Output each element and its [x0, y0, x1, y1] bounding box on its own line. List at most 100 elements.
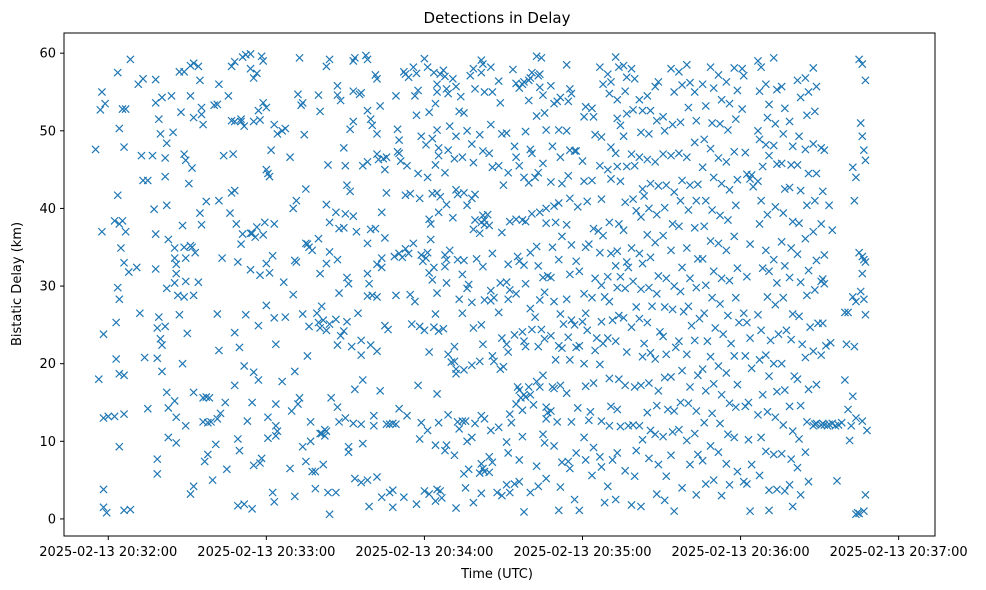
data-point-x-marker: [757, 196, 766, 205]
data-point-x-marker: [235, 343, 244, 352]
data-point-x-marker: [181, 156, 190, 165]
data-point-x-marker: [311, 484, 320, 493]
data-point-x-marker: [183, 329, 192, 338]
data-point-x-marker: [777, 159, 786, 168]
data-point-x-marker: [700, 418, 709, 427]
data-point-x-marker: [532, 462, 541, 471]
data-point-x-marker: [102, 508, 111, 517]
data-point-x-marker: [161, 172, 170, 181]
data-point-x-marker: [458, 270, 467, 279]
data-point-x-marker: [225, 209, 235, 218]
data-point-x-marker: [701, 101, 710, 110]
data-point-x-marker: [458, 309, 467, 318]
data-point-x-marker: [763, 210, 772, 219]
data-point-x-marker: [682, 243, 691, 253]
data-point-x-marker: [230, 117, 239, 126]
data-point-x-marker: [616, 272, 625, 281]
data-point-x-marker: [270, 219, 279, 228]
data-point-x-marker: [861, 490, 870, 499]
data-point-x-marker: [143, 404, 152, 413]
data-point-x-marker: [423, 63, 432, 72]
data-point-x-marker: [730, 147, 739, 156]
data-point-x-marker: [627, 64, 636, 73]
data-point-x-marker: [519, 507, 529, 516]
data-point-x-marker: [659, 150, 668, 159]
data-point-x-marker: [646, 426, 655, 435]
data-point-x-marker: [112, 318, 121, 327]
data-point-x-marker: [143, 176, 152, 185]
data-point-x-marker: [214, 80, 223, 89]
data-point-x-marker: [708, 409, 717, 418]
data-point-x-marker: [113, 68, 122, 77]
data-point-x-marker: [725, 276, 734, 285]
data-point-x-marker: [434, 143, 443, 152]
data-point-x-marker: [739, 477, 748, 486]
data-point-x-marker: [796, 401, 805, 410]
data-point-x-marker: [414, 169, 423, 178]
data-point-x-marker: [546, 178, 555, 187]
data-point-x-marker: [425, 215, 434, 224]
data-point-x-marker: [99, 485, 108, 494]
data-point-x-marker: [237, 117, 246, 126]
data-point-x-marker: [550, 297, 559, 306]
data-point-x-marker: [548, 142, 557, 151]
data-point-x-marker: [186, 91, 195, 100]
data-point-x-marker: [717, 390, 726, 399]
data-point-x-marker: [676, 398, 685, 407]
data-point-x-marker: [404, 249, 413, 258]
data-point-x-marker: [708, 119, 717, 128]
data-point-x-marker: [733, 380, 742, 389]
data-point-x-marker: [164, 433, 173, 442]
data-point-x-marker: [463, 437, 472, 446]
data-point-x-marker: [717, 179, 726, 188]
data-point-x-marker: [587, 176, 596, 185]
data-point-x-marker: [654, 386, 663, 395]
data-point-x-marker: [246, 265, 255, 274]
data-point-x-marker: [575, 341, 584, 350]
data-point-x-marker: [723, 311, 732, 320]
data-point-x-marker: [180, 243, 189, 252]
data-point-x-marker: [477, 68, 486, 77]
data-point-x-marker: [613, 448, 622, 457]
data-point-x-marker: [469, 498, 478, 507]
data-point-x-marker: [237, 115, 246, 124]
data-point-x-marker: [339, 223, 348, 232]
data-point-x-marker: [477, 320, 486, 329]
data-point-x-marker: [787, 335, 796, 344]
data-point-x-marker: [793, 250, 802, 259]
data-point-x-marker: [365, 502, 374, 511]
data-point-x-marker: [425, 490, 434, 499]
data-point-x-marker: [580, 289, 589, 298]
data-point-x-marker: [458, 417, 467, 426]
data-point-x-marker: [572, 448, 581, 457]
data-point-x-marker: [654, 271, 663, 280]
data-point-x-marker: [518, 327, 527, 336]
data-point-x-marker: [292, 196, 301, 205]
data-point-x-marker: [630, 472, 639, 481]
data-point-x-marker: [110, 216, 119, 225]
data-point-x-marker: [589, 112, 598, 121]
data-point-x-marker: [621, 198, 630, 207]
data-point-x-marker: [682, 153, 691, 162]
data-point-x-marker: [570, 146, 579, 156]
data-point-x-marker: [357, 88, 366, 97]
data-point-x-marker: [725, 185, 734, 194]
data-point-x-marker: [551, 218, 560, 227]
data-point-x-marker: [856, 287, 865, 296]
data-point-x-marker: [331, 208, 340, 217]
data-point-x-marker: [709, 84, 718, 93]
data-point-x-marker: [271, 431, 280, 440]
data-point-x-marker: [301, 184, 310, 194]
data-point-x-marker: [508, 65, 517, 74]
data-point-x-marker: [692, 490, 701, 499]
data-point-x-marker: [333, 91, 342, 100]
data-point-x-marker: [197, 103, 206, 112]
data-point-x-marker: [273, 427, 282, 436]
data-point-x-marker: [698, 163, 707, 172]
data-point-x-marker: [455, 424, 464, 433]
data-point-x-marker: [779, 420, 788, 430]
data-point-x-marker: [448, 213, 457, 222]
data-point-x-marker: [692, 407, 701, 416]
data-point-x-marker: [640, 339, 649, 348]
data-point-x-marker: [230, 186, 239, 195]
